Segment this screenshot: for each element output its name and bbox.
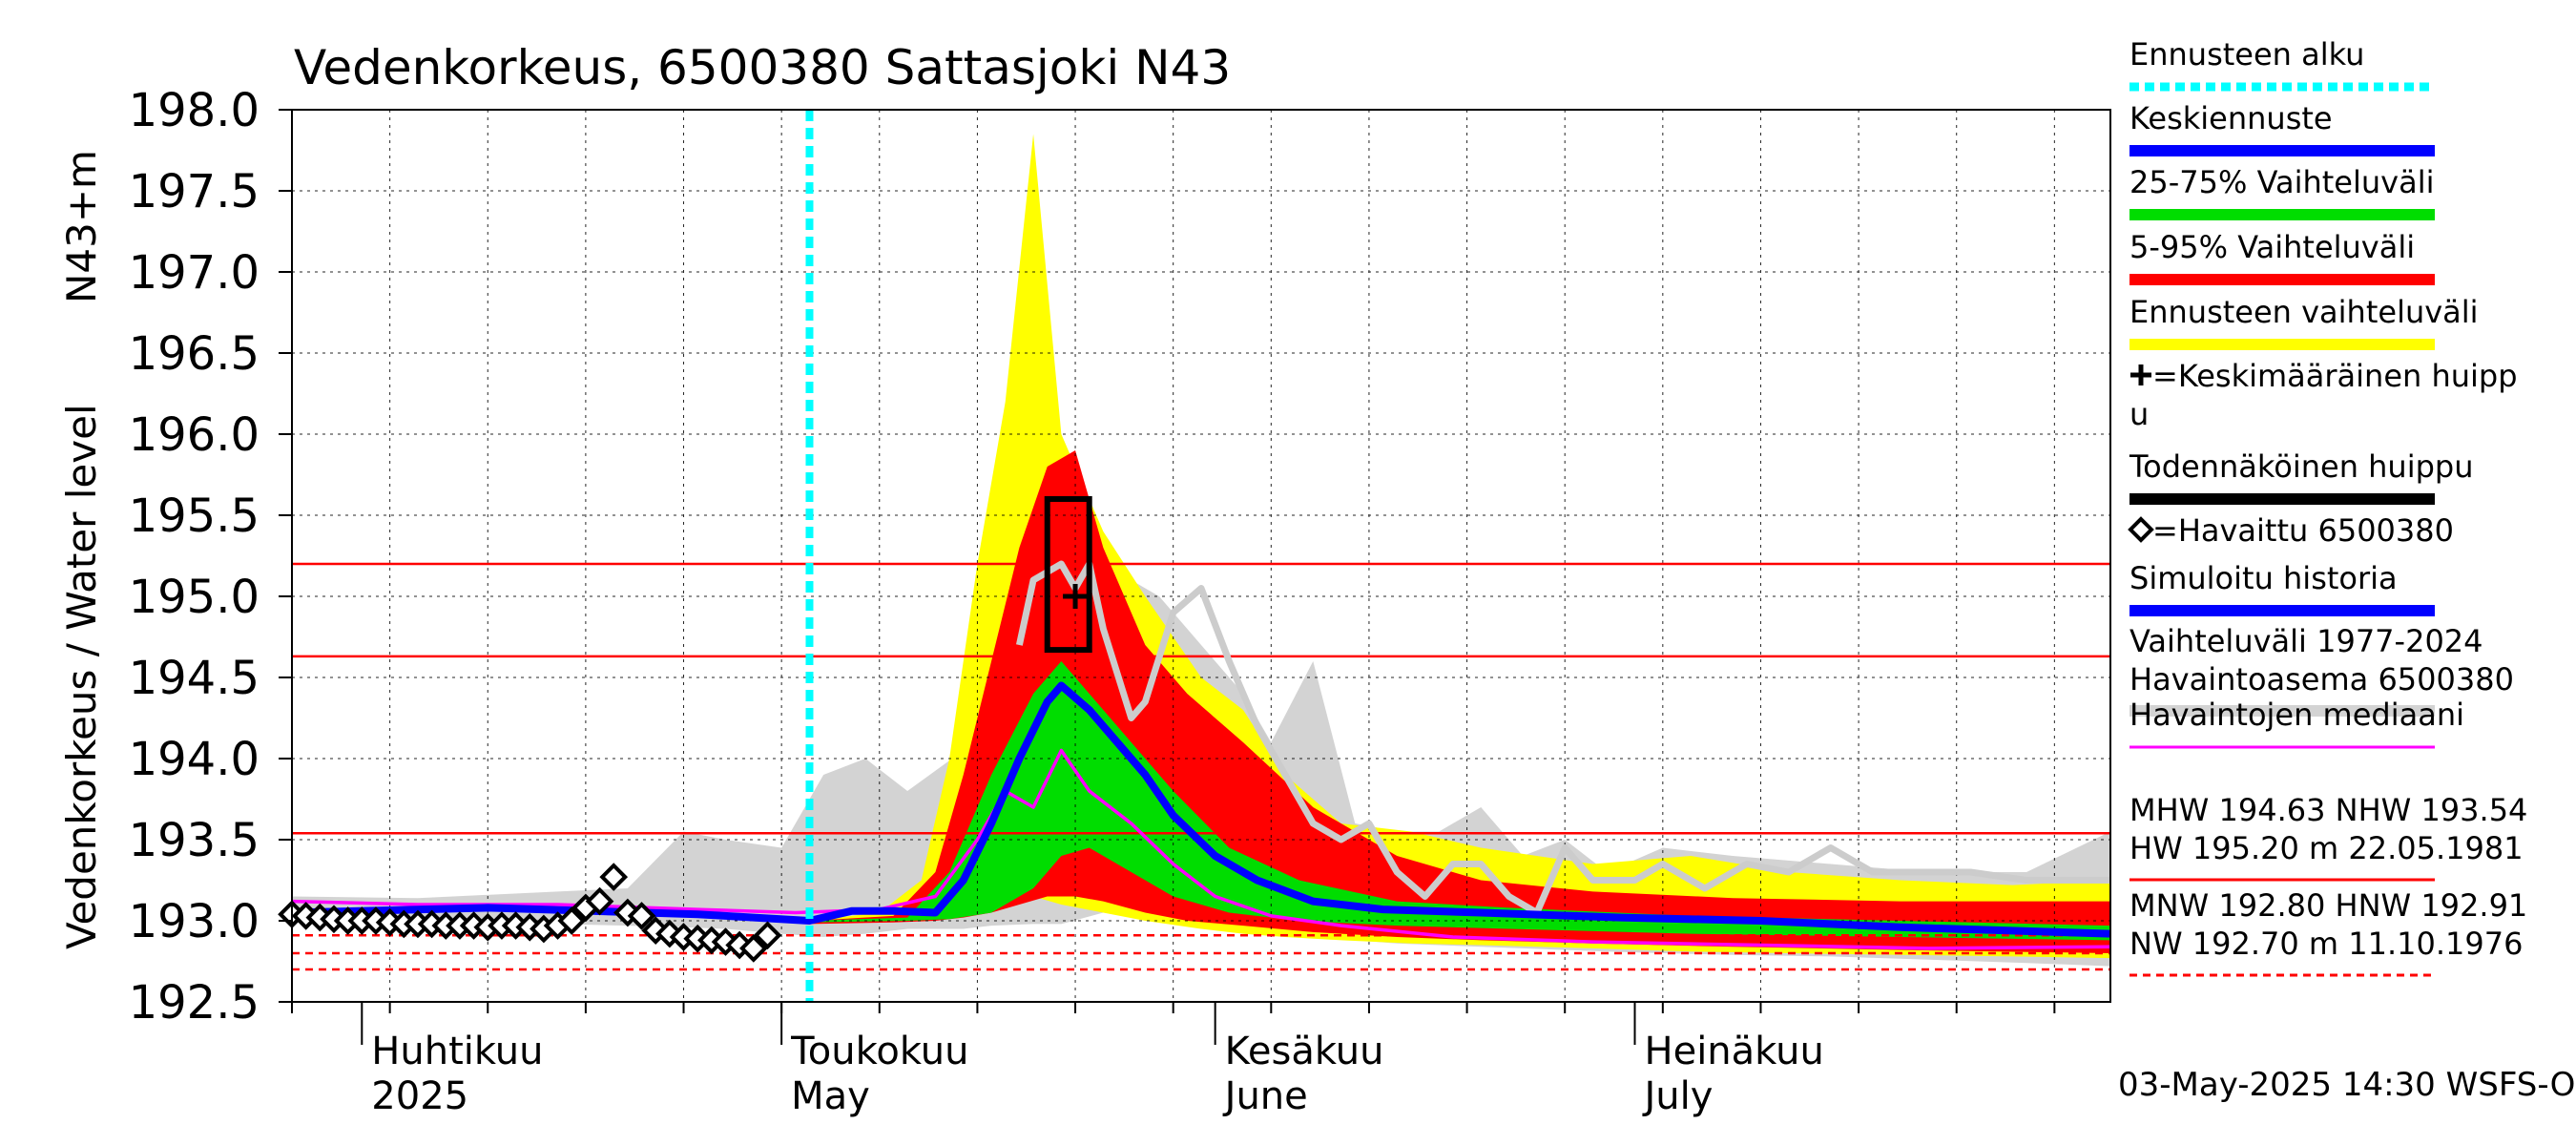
x-month-label-en: May — [791, 1074, 870, 1118]
y-tick-label: 198.0 — [129, 84, 260, 137]
x-month-label-en: 2025 — [371, 1074, 468, 1118]
observed-point — [557, 906, 587, 935]
y-tick-label: 193.0 — [129, 895, 260, 948]
y-tick-label: 192.5 — [129, 976, 260, 1030]
axes: 192.5 193.0 193.5 194.0 194.5 195.0 195.5 196.0… — [129, 84, 2111, 1118]
legend-plus-symbol — [2130, 364, 2151, 385]
y-axis-label: Vedenkorkeus / Water level — [58, 404, 105, 949]
legend-label: =Keskimääräinen huipp — [2152, 358, 2518, 394]
timestamp-label: 03-May-2025 14:30 WSFS-O — [2118, 1066, 2575, 1104]
y-tick-label: 193.5 — [129, 814, 260, 867]
chart-title: Vedenkorkeus, 6500380 Sattasjoki N43 — [294, 40, 1231, 95]
legend-label: =Havaittu 6500380 — [2152, 512, 2454, 549]
legend-label: Simuloitu historia — [2129, 560, 2398, 596]
legend-label: Vaihteluväli 1977-2024 — [2129, 623, 2483, 659]
observed-point — [585, 886, 614, 916]
x-month-label-fi: Kesäkuu — [1225, 1030, 1384, 1073]
y-tick-label: 197.0 — [129, 246, 260, 300]
x-month-label-en: June — [1222, 1074, 1308, 1118]
simulated-history-trace — [1015, 560, 2110, 916]
observed-point — [627, 902, 656, 930]
y-tick-label: 195.5 — [129, 489, 260, 543]
legend-label: 25-75% Vaihteluväli — [2129, 164, 2434, 200]
x-month-label-fi: Huhtikuu — [371, 1030, 543, 1073]
legend: Ennusteen alku Keskiennuste 25-75% Vaihtel… — [2128, 36, 2527, 977]
y-tick-label: 194.5 — [129, 652, 260, 705]
plot-area — [278, 110, 2110, 1002]
observed-point — [753, 921, 782, 950]
y-tick-label: 195.0 — [129, 571, 260, 624]
x-month-label-en: July — [1642, 1074, 1714, 1118]
legend-label-cont: HW 195.20 m 22.05.1981 — [2129, 830, 2524, 866]
legend-label: MHW 194.63 NHW 193.54 — [2129, 792, 2527, 828]
legend-diamond-symbol — [2128, 516, 2154, 543]
y-tick-label: 194.0 — [129, 733, 260, 786]
observation-median-line — [292, 748, 2110, 950]
plot-frame — [291, 109, 2111, 1003]
y-tick-label: 197.5 — [129, 165, 260, 219]
mean-forecast-line — [292, 681, 2110, 938]
y-tick-label: 196.5 — [129, 327, 260, 381]
legend-label-cont: NW 192.70 m 11.10.1976 — [2129, 926, 2523, 962]
legend-label: 5-95% Vaihteluväli — [2129, 229, 2415, 265]
p25-75-band — [809, 661, 2110, 941]
x-month-label-fi: Toukokuu — [790, 1030, 968, 1073]
y-tick-label: 196.0 — [129, 408, 260, 462]
legend-label: MNW 192.80 HNW 192.91 — [2129, 887, 2527, 924]
observed-point — [599, 863, 629, 891]
legend-label: Havaintojen mediaani — [2129, 697, 2464, 733]
observed-point — [739, 934, 768, 963]
legend-label: Todennäköinen huippu — [2129, 448, 2474, 485]
legend-label: Keskiennuste — [2129, 100, 2333, 136]
probable-peak-box — [1044, 496, 1092, 654]
x-month-label-fi: Heinäkuu — [1645, 1030, 1824, 1073]
y-axis-unit-label: N43+m — [58, 150, 105, 303]
mean-peak-marker — [1063, 584, 1089, 609]
legend-label-cont: u — [2129, 396, 2149, 432]
legend-label: Ennusteen alku — [2129, 36, 2364, 73]
legend-label: Ennusteen vaihteluväli — [2129, 294, 2479, 330]
plot-content — [292, 110, 2110, 1002]
legend-label-cont: Havaintoasema 6500380 — [2129, 661, 2514, 697]
